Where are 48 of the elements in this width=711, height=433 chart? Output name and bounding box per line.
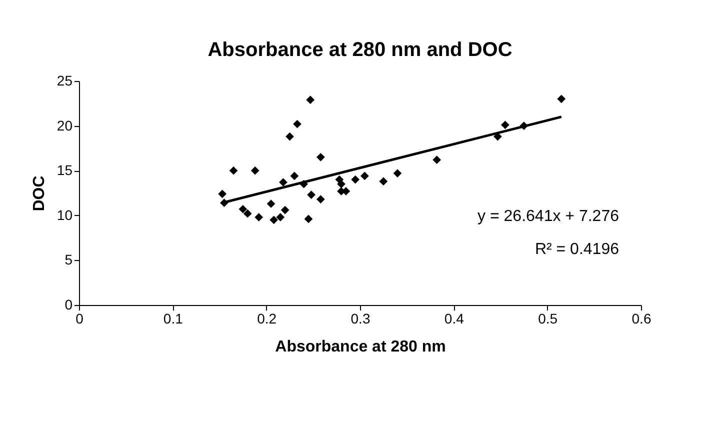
point: [238, 204, 248, 214]
y-tick-label: 0: [64, 296, 73, 312]
point: [306, 96, 315, 104]
point: [351, 175, 360, 184]
point: [280, 206, 290, 214]
point: [393, 169, 402, 178]
point: [279, 178, 288, 186]
point: [293, 120, 302, 128]
x-tick-label: 0.1: [163, 310, 184, 326]
point: [501, 120, 510, 130]
point: [276, 213, 285, 222]
point: [557, 94, 566, 104]
point: [316, 195, 325, 204]
y-tick-label: 10: [56, 206, 73, 223]
annotation: R² = 0.4196: [534, 241, 620, 258]
point: [432, 156, 441, 164]
x-tick-label: 0.2: [257, 310, 277, 326]
x-tick-label: 0.5: [538, 310, 558, 326]
point: [360, 172, 369, 180]
point: [243, 209, 252, 218]
point: [300, 180, 308, 188]
point: [270, 216, 278, 224]
point: [220, 198, 228, 208]
point: [229, 166, 238, 175]
point: [286, 132, 294, 141]
point: [379, 177, 388, 186]
y-tick-label: 15: [56, 162, 73, 178]
point: [254, 213, 264, 222]
y-tick-label: 5: [64, 252, 73, 268]
x-tick-label: 0: [76, 310, 84, 326]
point: [520, 122, 528, 130]
chart-title: Absorbance at 280 nm and DOC: [208, 39, 512, 61]
x-tick-label: 0.3: [350, 310, 370, 326]
y-axis-title: DOC: [30, 175, 48, 212]
y-tick-label: 25: [56, 72, 73, 88]
point: [316, 152, 325, 162]
point: [304, 214, 313, 224]
x-axis-title: Absorbance at 280 nm: [275, 338, 446, 356]
point: [337, 180, 346, 188]
point: [266, 200, 276, 208]
point: [307, 190, 316, 199]
annotation: y = 26.641x + 7.276: [478, 208, 620, 225]
x-tick-label: 0.4: [444, 310, 464, 326]
point: [218, 190, 226, 198]
x-tick-label: 0.6: [632, 310, 652, 326]
point: [250, 166, 260, 175]
y-tick-label: 20: [56, 117, 73, 134]
point: [290, 172, 299, 180]
